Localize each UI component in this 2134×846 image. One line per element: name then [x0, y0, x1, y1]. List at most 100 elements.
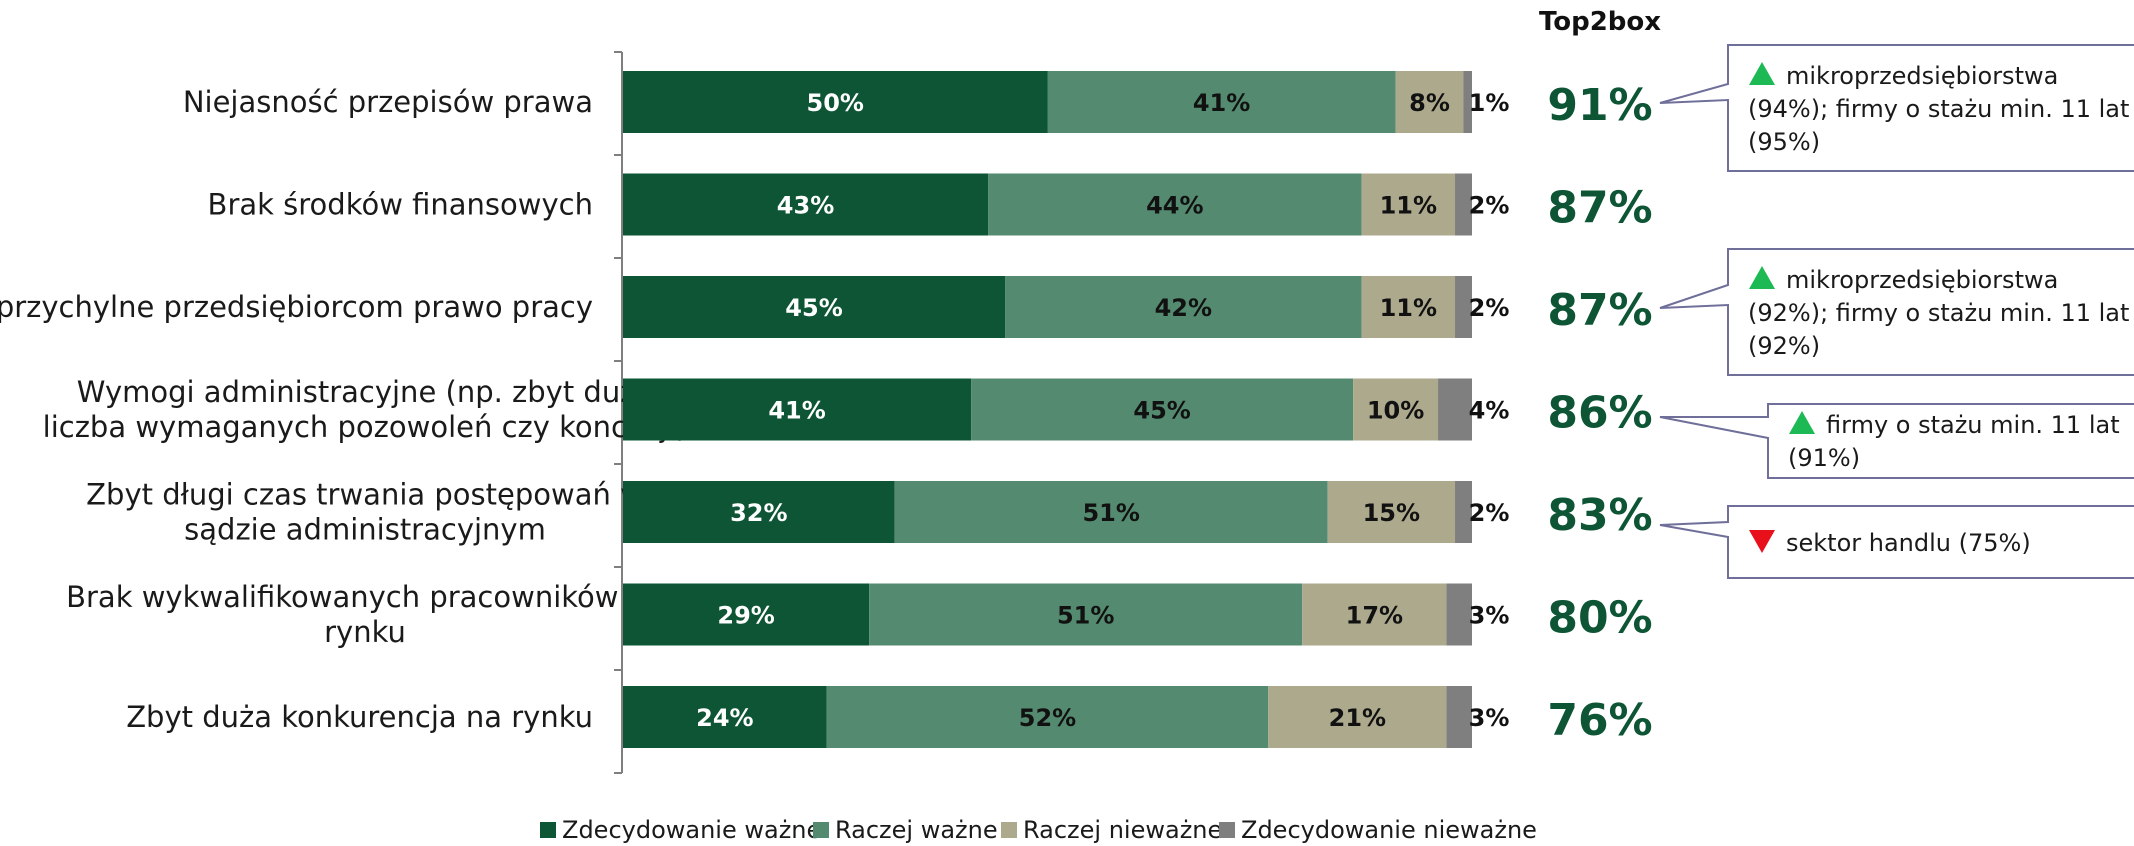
data-label: 32%	[730, 499, 787, 527]
data-label: 45%	[785, 294, 842, 322]
bar-segment	[1302, 583, 1447, 646]
callout-text: firmy o stażu min. 11 lat	[1826, 411, 2120, 439]
legend-label: Raczej ważne	[835, 816, 998, 844]
data-label: 21%	[1329, 704, 1386, 732]
data-label: 15%	[1363, 499, 1420, 527]
data-label: 17%	[1346, 602, 1403, 630]
bar-segment	[869, 583, 1303, 646]
data-label: 10%	[1367, 397, 1424, 425]
callout-text: mikroprzedsiębiorstwa	[1786, 62, 2058, 90]
data-label: 11%	[1380, 294, 1437, 322]
data-label: 3%	[1469, 602, 1510, 630]
data-label: 29%	[717, 602, 774, 630]
data-label: 4%	[1469, 397, 1510, 425]
data-label: 42%	[1155, 294, 1212, 322]
bar-segment	[1327, 481, 1456, 543]
bar-segment	[623, 583, 870, 646]
bar-segment	[1353, 378, 1439, 441]
bar-segment	[1361, 173, 1456, 236]
data-label: 1%	[1469, 89, 1510, 117]
category-label: Brak wykwalifikowanych pracowników na	[66, 580, 664, 614]
data-label: 2%	[1469, 192, 1510, 220]
callout-box	[1659, 403, 2134, 479]
bar-segment	[1047, 71, 1396, 133]
bar-segment	[1455, 276, 1472, 338]
data-label: 52%	[1019, 704, 1076, 732]
legend-swatch	[1219, 822, 1235, 838]
category-label: Niejasność przepisów prawa	[183, 85, 593, 119]
legend-swatch	[813, 822, 829, 838]
callout-text: sektor handlu (75%)	[1786, 529, 2031, 557]
category-label: rynku	[324, 615, 406, 649]
bar-segment	[1268, 686, 1447, 748]
bar-segment	[1446, 583, 1472, 646]
data-label: 24%	[696, 704, 753, 732]
bar-segment	[1463, 71, 1472, 133]
top2box-value: 76%	[1547, 695, 1652, 746]
callout-text: (91%)	[1788, 444, 1860, 472]
arrow-down-icon	[1749, 530, 1775, 553]
bar-segment	[1361, 276, 1456, 338]
bar-segment	[623, 686, 827, 748]
bar-segment	[1005, 276, 1362, 338]
arrow-up-icon	[1789, 411, 1815, 434]
callout-text: (92%); firmy o stażu min. 11 lat	[1748, 299, 2129, 327]
legend-label: Raczej nieważne	[1023, 816, 1222, 844]
legend-label: Zdecydowanie nieważne	[1241, 816, 1537, 844]
category-label: Zbyt duża konkurencja na rynku	[126, 700, 593, 734]
callout-text: mikroprzedsiębiorstwa	[1786, 266, 2058, 294]
top2box-value: 83%	[1547, 490, 1652, 541]
callout-box	[1659, 505, 2134, 579]
bar-segment	[1455, 481, 1472, 543]
bar-segment	[623, 481, 895, 543]
callout-text: (92%)	[1748, 332, 1820, 360]
data-label: 44%	[1146, 192, 1203, 220]
bar-segment	[1446, 686, 1472, 748]
top2box-value: 80%	[1547, 593, 1652, 644]
bar-segment	[894, 481, 1328, 543]
data-label: 41%	[1193, 89, 1250, 117]
top2box-value: 86%	[1547, 388, 1652, 439]
category-label: liczba wymaganych pozowoleń czy koncesji…	[43, 410, 688, 444]
callout-box	[1659, 248, 2134, 376]
top2box-value: 91%	[1547, 80, 1652, 131]
bar-segment	[1395, 71, 1464, 133]
bar-segment	[1455, 173, 1472, 236]
data-label: 41%	[768, 397, 825, 425]
category-label: sądzie administracyjnym	[184, 513, 546, 547]
data-label: 51%	[1082, 499, 1139, 527]
data-label: 50%	[807, 89, 864, 117]
category-label: Wymogi administracyjne (np. zbyt duża	[77, 375, 653, 409]
bar-segment	[988, 173, 1362, 236]
data-label: 8%	[1409, 89, 1450, 117]
legend-swatch	[540, 822, 556, 838]
data-label: 51%	[1057, 602, 1114, 630]
category-label: Nieprzychylne przedsiębiorcom prawo prac…	[0, 290, 593, 324]
top2box-value: 87%	[1547, 183, 1652, 234]
bar-segment	[1438, 378, 1472, 441]
callout-box	[1659, 44, 2134, 172]
bar-segment	[623, 276, 1006, 338]
data-label: 45%	[1133, 397, 1190, 425]
category-label: Brak środków finansowych	[208, 188, 593, 222]
bar-segment	[971, 378, 1354, 441]
callout-text: (94%); firmy o stażu min. 11 lat	[1748, 95, 2129, 123]
data-label: 2%	[1469, 499, 1510, 527]
category-label: Zbyt długi czas trwania postępowań w	[86, 478, 644, 512]
bar-segment	[623, 71, 1048, 133]
bar-segment	[623, 173, 989, 236]
arrow-up-icon	[1749, 62, 1775, 85]
bar-segment	[623, 378, 972, 441]
data-label: 11%	[1380, 192, 1437, 220]
data-label: 2%	[1469, 294, 1510, 322]
callout-text: (95%)	[1748, 128, 1820, 156]
legend-label: Zdecydowanie ważne	[562, 816, 821, 844]
bar-segment	[826, 686, 1269, 748]
top2box-value: 87%	[1547, 285, 1652, 336]
arrow-up-icon	[1749, 266, 1775, 289]
legend-swatch	[1001, 822, 1017, 838]
top2box-title: Top2box	[1539, 7, 1661, 37]
data-label: 3%	[1469, 704, 1510, 732]
data-label: 43%	[777, 192, 834, 220]
